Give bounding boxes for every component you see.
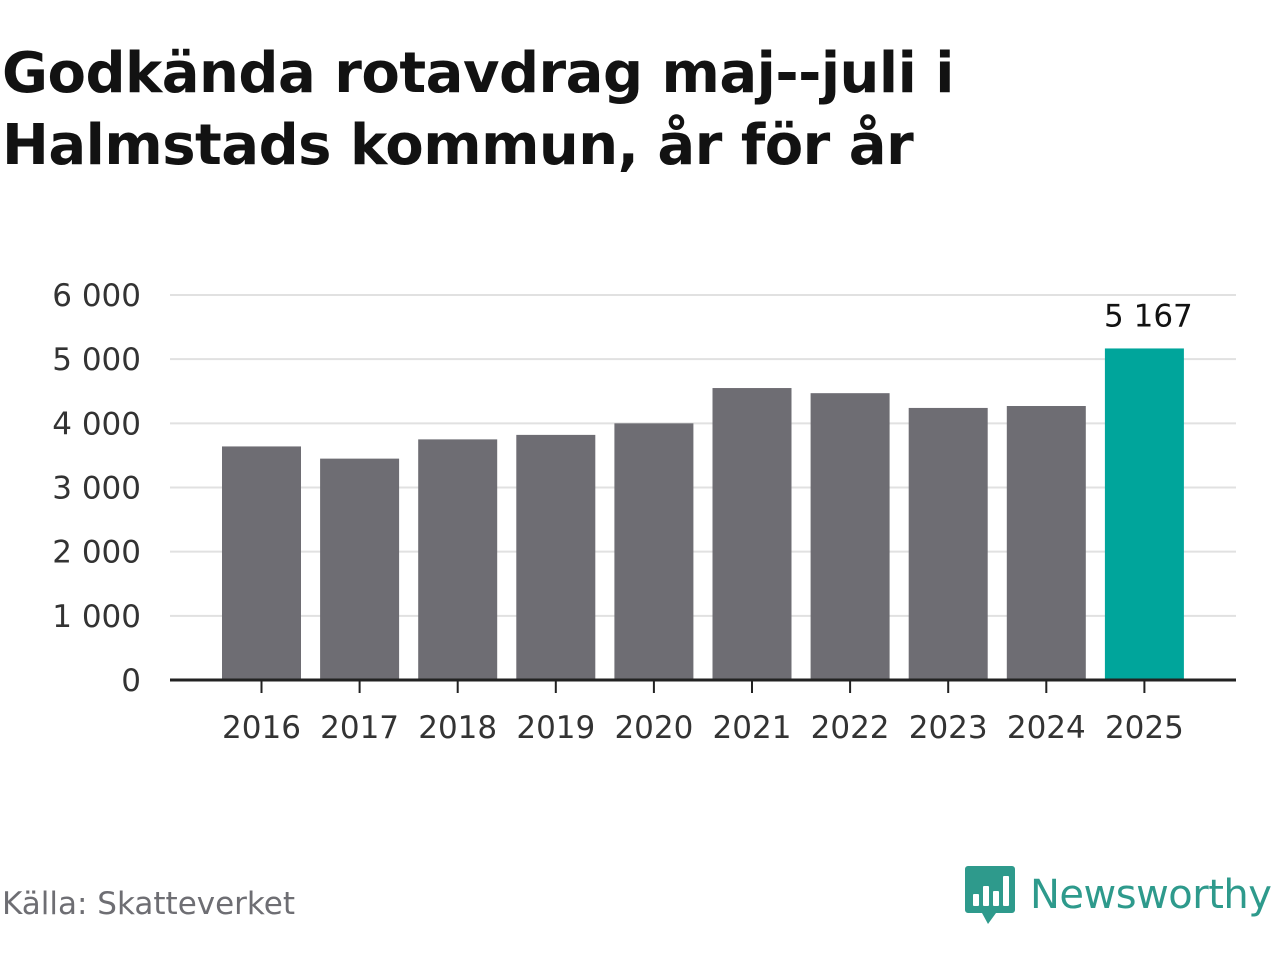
newsworthy-logo-icon	[965, 866, 1015, 924]
x-tick-labels: 2016 2017 2018 2019 2020 2021 2022 2023 2024 2025	[222, 710, 1184, 746]
bar-2021	[712, 388, 792, 680]
bar-2022	[810, 393, 890, 680]
x-tick-label: 2017	[320, 710, 399, 746]
y-tick-label: 0	[121, 663, 141, 699]
y-tick-label: 1 000	[52, 599, 141, 635]
y-tick-label: 4 000	[52, 406, 141, 442]
brand-logo-block: Newsworthy	[964, 862, 1272, 928]
bar-chart: 0 1 000 2 000 3 000 4 000 5 000 6 000 5 167 20…	[52, 278, 1236, 746]
y-tick-label: 3 000	[52, 471, 141, 507]
bar-2020	[614, 423, 694, 680]
bar-2023	[908, 407, 988, 680]
bar-2019	[516, 434, 596, 680]
bar-2017	[320, 458, 400, 680]
chart-title: Godkända rotavdrag maj--juli i Halmstads…	[2, 41, 954, 178]
brand-name: Newsworthy	[1030, 872, 1272, 918]
y-tick-label: 2 000	[52, 535, 141, 571]
x-tick-label: 2022	[811, 710, 890, 746]
y-tick-labels: 0 1 000 2 000 3 000 4 000 5 000 6 000	[52, 278, 141, 699]
x-tick-label: 2016	[222, 710, 301, 746]
x-tick-label: 2023	[909, 710, 988, 746]
data-label-2025: 5 167	[1104, 298, 1193, 334]
data-labels: 5 167	[1104, 298, 1193, 334]
x-tick-label: 2018	[418, 710, 497, 746]
x-axis	[170, 678, 1236, 693]
bar-2018	[418, 439, 498, 680]
bars	[222, 348, 1184, 680]
y-tick-label: 6 000	[52, 278, 141, 314]
x-tick-label: 2024	[1007, 710, 1086, 746]
bar-2016	[222, 446, 301, 680]
bar-2025	[1104, 348, 1184, 680]
x-tick-label: 2020	[614, 710, 693, 746]
x-tick-label: 2025	[1105, 710, 1184, 746]
y-tick-label: 5 000	[52, 342, 141, 378]
x-tick-label: 2021	[713, 710, 792, 746]
source-note: Källa: Skatteverket	[2, 886, 296, 922]
x-tick-label: 2019	[516, 710, 595, 746]
bar-2024	[1006, 406, 1086, 680]
